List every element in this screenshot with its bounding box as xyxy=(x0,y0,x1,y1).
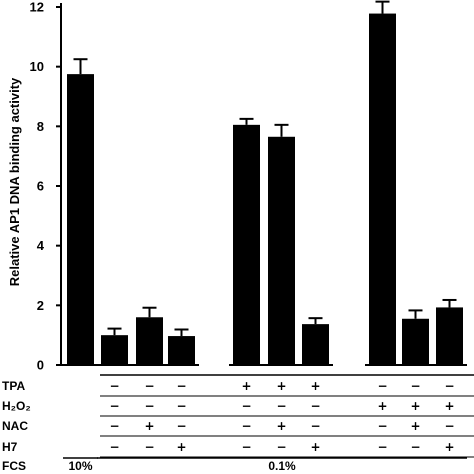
condition-mark: − xyxy=(176,419,186,433)
bar xyxy=(233,124,260,365)
condition-mark: + xyxy=(310,379,320,393)
condition-mark: − xyxy=(144,399,154,413)
condition-mark: + xyxy=(276,419,286,433)
condition-mark: + xyxy=(241,379,251,393)
condition-mark: + xyxy=(410,399,420,413)
y-axis: 0 2 4 6 8 10 12 Relative AP1 DNA binding activi… xyxy=(7,0,62,373)
condition-mark: − xyxy=(276,399,286,413)
bar xyxy=(302,324,329,365)
condition-mark: − xyxy=(310,399,320,413)
condition-mark: − xyxy=(444,379,454,393)
condition-label: H7 xyxy=(2,440,18,454)
condition-mark: − xyxy=(109,419,119,433)
condition-mark: − xyxy=(410,440,420,454)
condition-label: TPA xyxy=(2,379,25,393)
y-tick-label: 2 xyxy=(37,298,44,313)
y-tick-label: 0 xyxy=(37,358,44,373)
y-tick-label: 8 xyxy=(37,119,44,134)
bar xyxy=(268,136,295,365)
condition-mark: − xyxy=(276,440,286,454)
y-axis-label: Relative AP1 DNA binding activity xyxy=(7,77,22,286)
condition-mark: − xyxy=(109,399,119,413)
bar xyxy=(402,318,429,365)
condition-mark: + xyxy=(176,440,186,454)
y-tick-label: 12 xyxy=(30,0,44,15)
condition-mark: − xyxy=(144,440,154,454)
y-tick-label: 4 xyxy=(37,238,45,253)
condition-mark: − xyxy=(109,440,119,454)
bar xyxy=(168,336,195,365)
condition-mark: − xyxy=(241,419,251,433)
condition-mark: + xyxy=(444,399,454,413)
condition-mark: + xyxy=(410,419,420,433)
condition-mark: + xyxy=(310,440,320,454)
condition-mark: − xyxy=(410,379,420,393)
condition-mark: + xyxy=(377,399,387,413)
condition-mark: − xyxy=(176,399,186,413)
y-tick-label: 6 xyxy=(37,179,44,194)
bar xyxy=(369,13,396,366)
condition-mark: − xyxy=(310,419,320,433)
condition-mark: − xyxy=(176,379,186,393)
fcs-value: 0.1% xyxy=(268,459,296,473)
condition-mark: − xyxy=(144,379,154,393)
condition-mark: − xyxy=(241,440,251,454)
condition-label: H₂O₂ xyxy=(2,399,31,413)
condition-label: NAC xyxy=(2,419,28,433)
fcs-value: 10% xyxy=(68,459,92,473)
condition-mark: − xyxy=(377,419,387,433)
fcs-label: FCS xyxy=(2,459,26,473)
condition-mark: + xyxy=(444,440,454,454)
bar xyxy=(436,307,463,365)
bars-layer xyxy=(61,0,467,366)
conditions-table: TPA − − − + + + − − − H₂O₂ − − − − − − + + + NAC − + − − + − − + − H7 −… xyxy=(2,374,474,473)
condition-mark: − xyxy=(377,440,387,454)
condition-mark: + xyxy=(276,379,286,393)
y-tick-label: 10 xyxy=(30,59,44,74)
bar xyxy=(136,317,163,365)
condition-mark: − xyxy=(109,379,119,393)
condition-mark: − xyxy=(444,419,454,433)
bar xyxy=(67,74,94,365)
bar xyxy=(101,335,128,365)
condition-mark: − xyxy=(241,399,251,413)
condition-mark: + xyxy=(144,419,154,433)
condition-mark: − xyxy=(377,379,387,393)
